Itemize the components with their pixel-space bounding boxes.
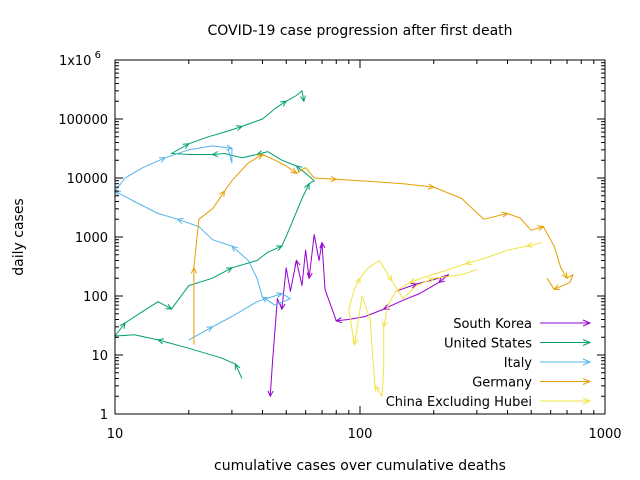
series-arrow [234, 363, 241, 371]
series-arrow [306, 272, 313, 280]
series-arrow [319, 241, 326, 249]
y-tick-label: 100000 [58, 113, 108, 128]
series-line-1 [114, 90, 315, 379]
chart-title: COVID-19 case progression after first de… [207, 23, 512, 39]
series-arrow [427, 183, 435, 190]
series-arrow [501, 211, 509, 218]
y-tick-label: 10 [91, 349, 108, 364]
legend-label: South Korea [453, 317, 532, 332]
series-line-4 [348, 242, 542, 397]
x-tick-label: 10 [107, 427, 124, 442]
series-arrow [290, 167, 298, 174]
series-arrow [211, 151, 219, 158]
series-arrow [335, 317, 343, 324]
y-tick-label: 100 [83, 290, 108, 305]
y-tick-label: 1 [100, 408, 108, 423]
legend-arrow [582, 397, 592, 405]
series-arrow [537, 225, 545, 232]
series-arrow [165, 303, 173, 310]
series-arrow [225, 267, 233, 273]
series-arrow [464, 259, 472, 266]
legend-label: United States [444, 337, 532, 352]
x-axis: 10 100 1000 [107, 60, 622, 442]
series-arrow [275, 245, 283, 252]
series-arrow [256, 153, 264, 160]
series-arrow [381, 320, 388, 328]
series-arrow [236, 125, 244, 131]
series-line-0 [269, 234, 450, 397]
legend-label: Germany [472, 376, 532, 391]
legend-arrow [582, 319, 592, 327]
series-arrow [304, 182, 310, 190]
series-arrow [231, 245, 238, 252]
series-layer [113, 90, 574, 398]
y-tick-label: 1x10 6 [59, 50, 101, 69]
series-arrow [176, 218, 184, 224]
series-arrow [438, 276, 445, 284]
series-arrow [158, 157, 167, 163]
series-arrow [386, 274, 393, 282]
series-line-3 [193, 154, 574, 345]
series-arrow [261, 296, 269, 303]
legend: South Korea United States Italy Germany Chin… [386, 317, 592, 410]
x-axis-label: cumulative cases over cumulative deaths [214, 458, 506, 474]
legend-arrow [582, 358, 592, 366]
series-arrow [279, 303, 286, 311]
series-arrow [553, 284, 561, 290]
y-axis-label: daily cases [11, 198, 27, 275]
series-arrow [267, 390, 274, 398]
series-arrow [295, 165, 303, 172]
series-arrow [206, 326, 214, 332]
series-arrow [427, 277, 435, 284]
series-arrow [352, 338, 359, 346]
series-arrow [226, 144, 234, 151]
x-tick-label: 100 [348, 427, 373, 442]
series-arrow [275, 292, 283, 299]
legend-label: Italy [504, 356, 533, 371]
series-arrow [330, 175, 338, 183]
series-arrow [156, 338, 165, 345]
legend-label: China Excluding Hubei [386, 395, 532, 410]
series-arrow [408, 277, 417, 284]
series-arrow [354, 277, 361, 285]
series-arrow [374, 384, 381, 392]
legend-arrow [582, 378, 592, 385]
series-arrow [280, 100, 288, 107]
y-axis: 1 10 100 1000 10000 100000 1x10 6 [58, 50, 605, 423]
series-arrow [294, 259, 301, 267]
y-tick-label: 10000 [67, 172, 108, 187]
series-arrow [190, 266, 198, 274]
y-tick-label: 1000 [75, 231, 108, 246]
series-arrow [299, 95, 306, 103]
series-arrow [182, 143, 190, 149]
legend-arrow [582, 339, 592, 346]
series-arrow [525, 242, 533, 248]
series-arrow [561, 272, 568, 280]
series-arrow [219, 190, 226, 198]
series-arrow [410, 282, 418, 289]
x-tick-label: 1000 [588, 427, 621, 442]
series-arrow [382, 304, 390, 310]
series-line-2 [114, 145, 291, 341]
series-arrow [119, 321, 126, 329]
